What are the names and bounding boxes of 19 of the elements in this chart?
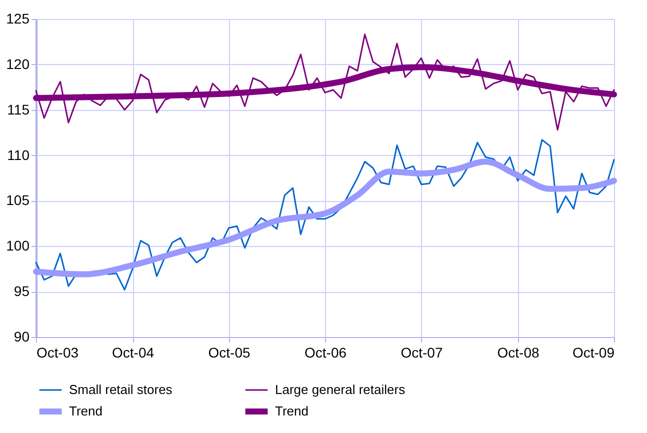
y-tick-label: 90	[14, 328, 30, 344]
y-tick-label: 125	[6, 10, 30, 26]
legend-label: Trend	[275, 404, 308, 418]
x-tick-label: Oct-07	[400, 344, 443, 360]
y-tick-label: 95	[14, 283, 30, 300]
y-tick-label: 115	[7, 101, 30, 118]
x-tick-label: Oct-04	[112, 344, 154, 360]
x-tick-label: Oct-09	[572, 344, 615, 360]
y-tick-label: 110	[7, 146, 30, 163]
x-tick-label: Oct-06	[304, 344, 347, 360]
legend-label: Trend	[69, 404, 102, 418]
legend-label: Large general retailers	[275, 382, 406, 397]
y-tick-label: 105	[6, 192, 30, 208]
x-tick-label: Oct-05	[208, 344, 250, 360]
y-tick-label: 100	[6, 238, 30, 254]
x-tick-label: Oct-03	[36, 344, 79, 360]
legend-label: Small retail stores	[69, 382, 173, 397]
x-tick-label: Oct-08	[497, 344, 540, 360]
y-tick-label: 120	[6, 56, 30, 72]
